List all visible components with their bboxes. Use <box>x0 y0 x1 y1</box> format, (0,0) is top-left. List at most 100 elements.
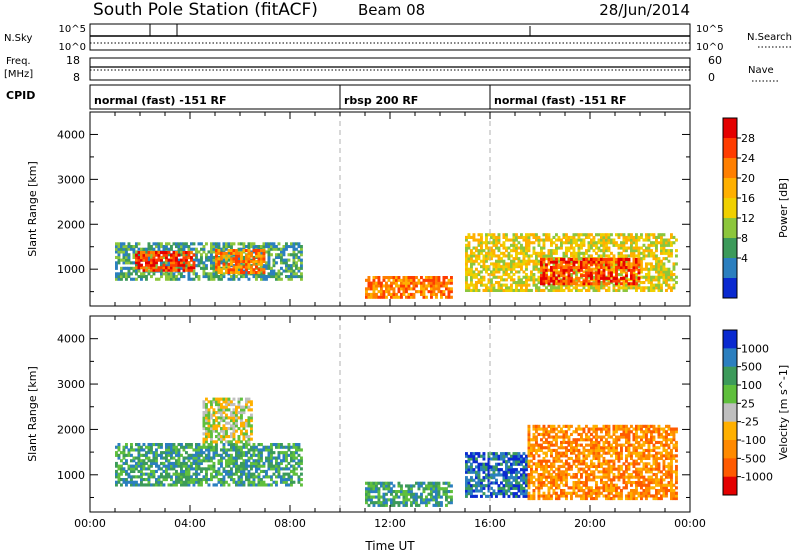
heatmap-cell <box>222 432 226 436</box>
heatmap-cell <box>177 258 181 262</box>
heatmap-cell <box>245 403 248 407</box>
heatmap-cell <box>512 243 516 247</box>
heatmap-cell <box>205 469 208 474</box>
heatmap-cell <box>505 465 508 469</box>
heatmap-cell <box>290 453 293 457</box>
heatmap-cell <box>382 498 386 502</box>
heatmap-cell <box>380 287 383 291</box>
heatmap-cell <box>515 473 518 477</box>
heatmap-cell <box>252 448 256 452</box>
heatmap-cell <box>607 473 611 477</box>
heatmap-cell <box>600 470 603 474</box>
heatmap-cell <box>487 246 491 250</box>
heatmap-cell <box>547 257 551 261</box>
heatmap-cell <box>300 472 303 476</box>
heatmap-cell <box>552 470 556 474</box>
heatmap-cell <box>182 472 186 476</box>
heatmap-cell <box>247 451 251 455</box>
heatmap-cell <box>577 448 581 453</box>
heatmap-cell <box>420 495 423 499</box>
heatmap-cell <box>467 273 471 277</box>
heatmap-cell <box>630 233 633 237</box>
heatmap-cell <box>605 246 608 250</box>
heatmap-cell <box>475 281 478 285</box>
nsky-tick-bottom: 10^0 <box>59 42 86 53</box>
heatmap-cell <box>485 251 488 255</box>
heatmap-cell <box>637 246 641 250</box>
heatmap-cell <box>235 257 238 261</box>
heatmap-cell <box>247 443 251 447</box>
heatmap-cell <box>222 397 226 401</box>
heatmap-cell <box>630 271 633 275</box>
heatmap-cell <box>227 435 231 439</box>
heatmap-cell <box>575 446 578 450</box>
heatmap-cell <box>392 503 396 507</box>
heatmap-cell <box>277 242 281 246</box>
heatmap-cell <box>372 501 376 505</box>
heatmap-cell <box>515 262 518 266</box>
heatmap-cell <box>187 459 191 463</box>
heatmap-cell <box>585 456 588 461</box>
heatmap-cell <box>582 270 586 274</box>
heatmap-cell <box>477 257 481 261</box>
heatmap-cell <box>245 400 248 404</box>
heatmap-cell <box>500 283 503 287</box>
heatmap-cell <box>517 494 521 498</box>
heatmap-cell <box>602 233 606 237</box>
heatmap-cell <box>602 279 606 283</box>
heatmap-cell <box>622 254 626 258</box>
heatmap-cell <box>572 451 576 455</box>
heatmap-cell <box>620 233 623 237</box>
heatmap-cell <box>625 246 628 250</box>
heatmap-cell <box>160 461 163 466</box>
heatmap-cell <box>487 249 491 253</box>
heatmap-cell <box>545 268 548 272</box>
heatmap-cell <box>205 403 208 407</box>
heatmap-cell <box>622 281 626 285</box>
heatmap-cell <box>135 464 138 468</box>
heatmap-cell <box>595 263 598 267</box>
heatmap-cell <box>222 242 226 246</box>
heatmap-cell <box>612 270 616 274</box>
heatmap-cell <box>560 430 563 434</box>
heatmap-cell <box>257 451 261 455</box>
heatmap-cell <box>555 276 558 280</box>
heatmap-cell <box>237 416 241 420</box>
heatmap-cell <box>530 470 533 474</box>
heatmap-cell <box>577 489 581 493</box>
freq-panel: Freq. [MHz] 18 8 60 0 Nave <box>4 54 778 84</box>
heatmap-cell <box>432 287 436 291</box>
heatmap-cell <box>300 277 303 281</box>
heatmap-cell <box>147 247 151 251</box>
heatmap-cell <box>267 247 271 251</box>
heatmap-cell <box>282 247 286 251</box>
heatmap-cell <box>212 427 216 431</box>
heatmap-cell <box>382 503 386 507</box>
heatmap-cell <box>670 275 673 279</box>
heatmap-cell <box>365 290 368 294</box>
heatmap-cell <box>220 478 223 482</box>
heatmap-cell <box>150 483 153 487</box>
heatmap-cell <box>232 251 236 255</box>
heatmap-cell <box>592 451 596 455</box>
heatmap-cell <box>247 257 251 261</box>
heatmap-cell <box>500 452 503 456</box>
heatmap-cell <box>500 257 503 261</box>
heatmap-cell <box>402 287 406 291</box>
heatmap-cell <box>137 445 141 449</box>
heatmap-cell <box>230 275 233 279</box>
heatmap-cell <box>117 277 121 281</box>
heatmap-cell <box>472 262 476 266</box>
freq-unit: [MHz] <box>4 69 33 80</box>
heatmap-cell <box>127 475 131 479</box>
heatmap-cell <box>467 246 471 250</box>
heatmap-cell <box>175 478 178 482</box>
heatmap-cell <box>127 272 131 276</box>
heatmap-cell <box>270 253 273 257</box>
heatmap-cell <box>645 286 648 290</box>
heatmap-cell <box>477 452 481 456</box>
heatmap-cell <box>507 465 511 469</box>
heatmap-cell <box>612 279 616 283</box>
heatmap-cell <box>590 254 593 258</box>
heatmap-cell <box>220 403 223 407</box>
